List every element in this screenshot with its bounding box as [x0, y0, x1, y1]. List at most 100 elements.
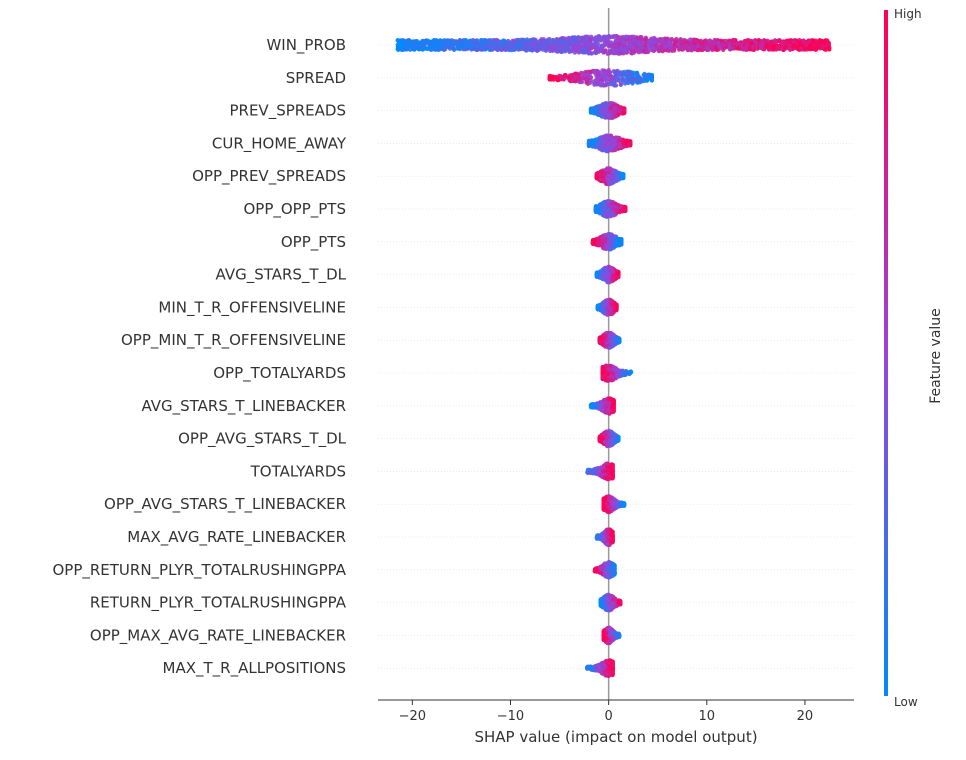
shap-point	[626, 75, 631, 80]
shap-point	[643, 47, 648, 52]
shap-point	[592, 240, 597, 245]
shap-point	[433, 39, 438, 45]
shap-point	[580, 79, 585, 85]
shap-point	[604, 266, 609, 271]
shap-point	[466, 45, 472, 51]
shap-point	[572, 46, 577, 52]
shap-point	[606, 199, 611, 204]
shap-point	[598, 173, 603, 178]
shap-point	[573, 74, 578, 80]
shap-point	[664, 36, 669, 42]
shap-point	[620, 40, 626, 45]
shap-point	[617, 144, 622, 149]
shap-point	[591, 144, 597, 149]
shap-point	[583, 38, 588, 43]
shap-point	[610, 145, 615, 150]
shap-point	[630, 81, 635, 86]
shap-point	[588, 108, 594, 113]
shap-point	[607, 166, 612, 171]
shap-point	[564, 47, 569, 52]
shap-point	[621, 175, 626, 180]
shap-point	[735, 46, 740, 51]
shap-point	[496, 43, 501, 48]
shap-point	[814, 40, 819, 46]
shap-point	[617, 137, 622, 143]
shap-point	[756, 38, 761, 43]
beeswarm-points	[395, 33, 832, 678]
shap-point	[605, 279, 611, 285]
shap-point	[606, 177, 611, 182]
shap-point	[618, 208, 623, 214]
shap-point	[611, 138, 617, 143]
shap-point	[804, 43, 809, 48]
shap-point	[560, 43, 565, 48]
shap-point	[799, 46, 804, 51]
shap-point	[523, 45, 528, 50]
shap-point	[553, 48, 559, 53]
shap-point	[612, 234, 617, 239]
shap-point	[779, 46, 784, 51]
shap-point	[607, 212, 613, 217]
shap-point	[507, 43, 512, 48]
shap-point	[421, 39, 427, 44]
shap-point	[493, 38, 498, 43]
shap-point	[606, 143, 611, 149]
shap-point	[616, 240, 621, 246]
shap-point	[660, 46, 665, 51]
shap-point	[622, 107, 627, 113]
shap-point	[598, 145, 603, 150]
shap-point	[589, 75, 594, 80]
shap-point	[631, 38, 636, 43]
shap-point	[531, 45, 536, 50]
shap-point	[605, 272, 610, 277]
shap-point	[687, 37, 693, 42]
shap-point	[605, 206, 610, 212]
shap-point	[482, 42, 487, 47]
shap-point	[731, 38, 736, 44]
shap-point	[610, 34, 615, 39]
shap-point	[598, 111, 603, 116]
shap-point	[452, 47, 457, 53]
shap-point	[681, 47, 686, 52]
shap-point	[409, 41, 414, 46]
shap-point	[458, 38, 463, 43]
shap-point	[608, 247, 614, 252]
shap-point	[404, 39, 409, 44]
shap-point	[636, 36, 641, 41]
shap-point	[596, 42, 601, 47]
shap-point	[739, 43, 744, 48]
shap-point	[821, 39, 826, 44]
shap-point	[609, 276, 615, 281]
shap-point	[414, 44, 419, 49]
shap-point	[396, 47, 401, 53]
shap-point	[651, 48, 656, 53]
shap-point	[609, 266, 614, 271]
shap-point	[686, 45, 691, 51]
shap-point	[499, 47, 504, 52]
shap-point	[509, 48, 514, 53]
shap-point	[771, 40, 776, 45]
shap-point	[722, 43, 727, 48]
shap-point	[621, 139, 626, 144]
shap-point	[630, 34, 635, 39]
shap-point	[613, 71, 618, 76]
shap-point	[617, 108, 622, 113]
shap-point	[824, 46, 829, 51]
shap-point	[580, 76, 585, 81]
shap-point	[600, 235, 605, 240]
shap-point	[546, 46, 551, 51]
shap-point	[707, 38, 712, 44]
shap-point	[429, 46, 434, 51]
shap-point	[626, 143, 632, 148]
shap-point	[594, 48, 599, 53]
shap-point	[705, 45, 710, 50]
shap-point	[535, 48, 540, 53]
shap-point	[627, 71, 632, 76]
shap-point	[644, 77, 649, 82]
shap-point	[607, 70, 613, 75]
shap-point	[606, 113, 611, 118]
shap-point	[815, 45, 820, 50]
shap-point	[611, 42, 616, 48]
shap-point	[487, 41, 492, 46]
shap-point	[758, 45, 764, 51]
